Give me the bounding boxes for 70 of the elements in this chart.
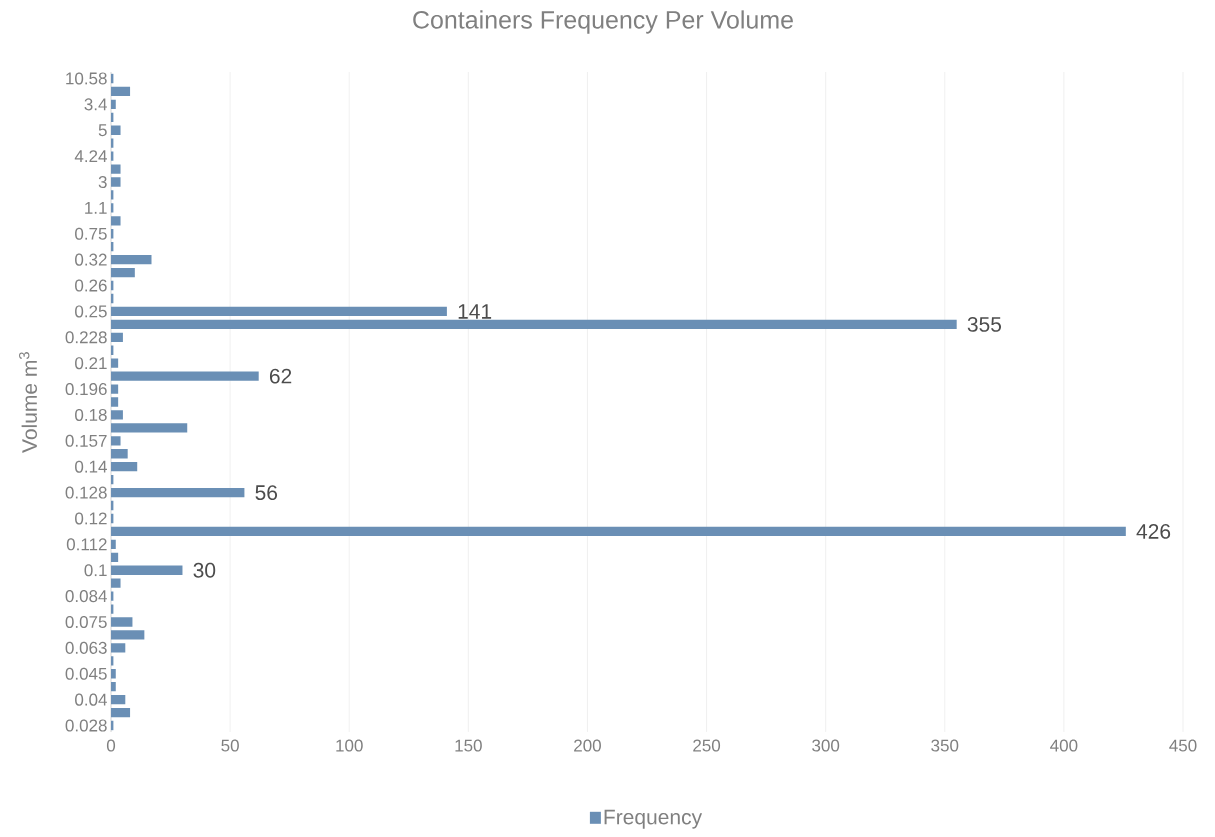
y-tick-label: 10.58 xyxy=(66,72,107,85)
data-label: 30 xyxy=(193,562,216,578)
y-tick-label: 0.12 xyxy=(75,512,107,525)
bar xyxy=(111,487,245,498)
x-tick-label: 150 xyxy=(455,739,482,752)
bar xyxy=(111,216,121,226)
bar xyxy=(111,449,128,459)
bar xyxy=(111,410,123,420)
y-tick-label: 0.128 xyxy=(65,486,107,499)
bar xyxy=(111,643,126,653)
x-tick-label: 450 xyxy=(1169,739,1197,752)
y-tick-label: 0.04 xyxy=(75,693,107,706)
bar xyxy=(111,164,121,174)
y-tick-label: 0.063 xyxy=(65,641,107,654)
bar xyxy=(111,371,259,381)
y-tick-label: 0.25 xyxy=(75,305,107,318)
data-label: 62 xyxy=(269,368,292,384)
x-tick-label: 350 xyxy=(931,739,959,752)
bar xyxy=(111,125,121,135)
data-label: 426 xyxy=(1136,523,1171,539)
x-tick-label: 400 xyxy=(1050,739,1078,752)
bar xyxy=(111,526,1126,537)
bar xyxy=(111,177,121,187)
y-tick-label: 0.18 xyxy=(75,408,107,421)
x-tick-label: 300 xyxy=(812,739,840,752)
y-tick-label: 5 xyxy=(98,124,107,137)
y-tick-label: 0.32 xyxy=(75,253,107,266)
x-tick-label: 0 xyxy=(106,739,116,752)
bar xyxy=(111,436,121,446)
y-tick-label: 0.196 xyxy=(65,383,107,396)
bar xyxy=(111,319,957,330)
bar xyxy=(111,565,183,575)
data-label: 141 xyxy=(458,304,492,319)
legend-label: Frequency xyxy=(604,809,703,829)
bar xyxy=(111,306,447,317)
bar xyxy=(111,86,131,97)
bar xyxy=(111,397,119,407)
y-tick-label: 3.4 xyxy=(84,98,107,111)
chart-title: Containers Frequency Per Volume xyxy=(413,10,793,34)
x-tick-label: 50 xyxy=(221,739,239,752)
y-tick-label: 0.112 xyxy=(66,538,107,551)
y-tick-label: 0.157 xyxy=(65,434,107,447)
y-axis-title: Volume m$^{3}$ xyxy=(19,352,38,453)
x-tick-label: 200 xyxy=(574,739,601,752)
y-tick-label: 0.26 xyxy=(75,279,107,292)
x-tick-label: 250 xyxy=(693,739,721,752)
y-tick-label: 0.75 xyxy=(75,227,107,240)
y-tick-label: 0.14 xyxy=(75,460,107,473)
y-tick-label: 0.084 xyxy=(65,590,107,603)
bar xyxy=(111,578,121,588)
bar xyxy=(111,254,152,265)
data-label: 56 xyxy=(255,485,278,501)
y-tick-label: 0.228 xyxy=(65,331,107,344)
y-tick-label: 0.21 xyxy=(75,357,107,370)
bar xyxy=(111,267,135,278)
y-tick-label: 0.045 xyxy=(65,667,107,680)
x-tick-label: 100 xyxy=(336,739,363,752)
y-tick-label: 3 xyxy=(98,175,107,189)
data-label: 355 xyxy=(967,316,1002,332)
bar xyxy=(111,423,188,433)
bar xyxy=(111,630,145,640)
y-tick-label: 4.24 xyxy=(74,150,107,163)
y-tick-label: 0.1 xyxy=(84,564,107,577)
bar xyxy=(111,384,119,394)
y-tick-label: 0.075 xyxy=(65,615,107,629)
y-tick-label: 0.028 xyxy=(65,719,107,732)
bar xyxy=(111,462,138,472)
y-tick-label: 1.1 xyxy=(85,202,107,214)
bar xyxy=(111,617,133,627)
bar xyxy=(111,707,131,718)
